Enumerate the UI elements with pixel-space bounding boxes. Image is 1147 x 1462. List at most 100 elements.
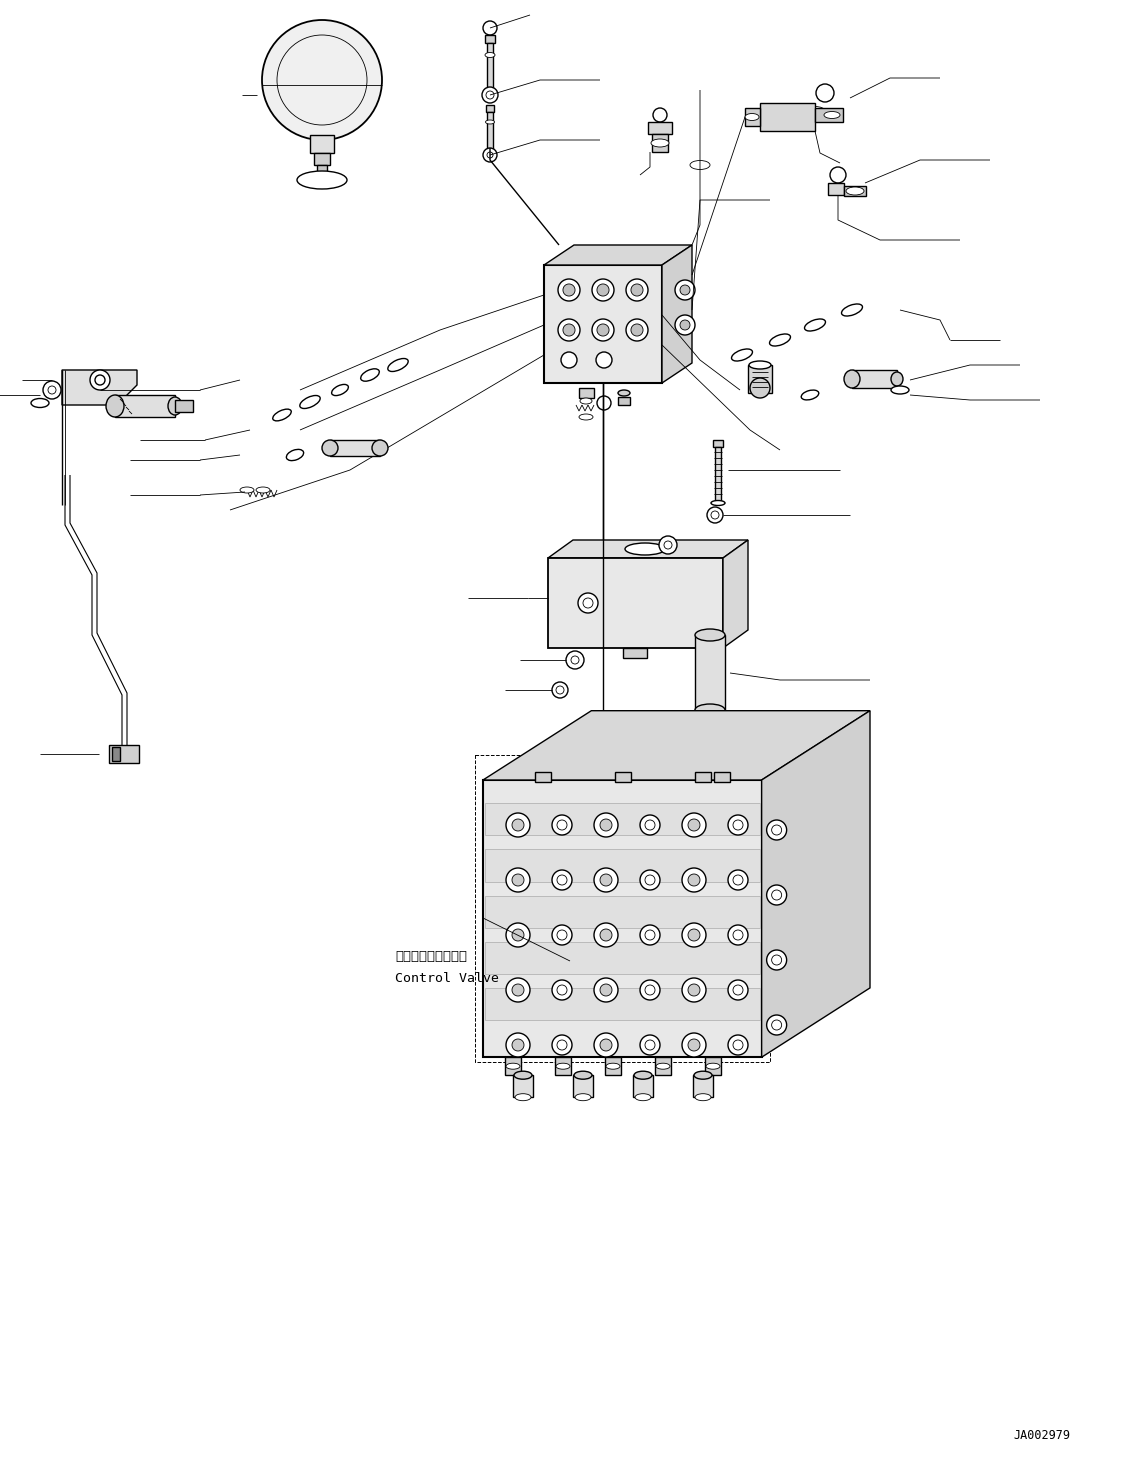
Ellipse shape bbox=[746, 114, 759, 120]
Circle shape bbox=[816, 83, 834, 102]
Polygon shape bbox=[544, 246, 692, 265]
Ellipse shape bbox=[574, 1072, 592, 1079]
Circle shape bbox=[552, 925, 572, 944]
Ellipse shape bbox=[360, 368, 380, 382]
Ellipse shape bbox=[372, 440, 388, 456]
Ellipse shape bbox=[485, 53, 496, 57]
Circle shape bbox=[600, 984, 612, 996]
Circle shape bbox=[733, 874, 743, 885]
Ellipse shape bbox=[556, 1063, 570, 1069]
Circle shape bbox=[733, 985, 743, 996]
Circle shape bbox=[682, 978, 707, 1001]
Circle shape bbox=[645, 930, 655, 940]
Ellipse shape bbox=[707, 1063, 720, 1069]
Circle shape bbox=[557, 319, 580, 341]
Circle shape bbox=[506, 1034, 530, 1057]
Ellipse shape bbox=[167, 398, 182, 415]
Circle shape bbox=[552, 980, 572, 1000]
Bar bbox=[655, 1057, 671, 1075]
Circle shape bbox=[594, 813, 618, 838]
Bar bbox=[485, 942, 759, 974]
Circle shape bbox=[487, 152, 493, 158]
Ellipse shape bbox=[388, 358, 408, 371]
Circle shape bbox=[565, 651, 584, 670]
Circle shape bbox=[674, 281, 695, 300]
Bar bbox=[544, 265, 662, 383]
Ellipse shape bbox=[824, 111, 840, 118]
Bar bbox=[693, 1075, 713, 1096]
Bar bbox=[330, 440, 380, 456]
Circle shape bbox=[512, 1039, 524, 1051]
Ellipse shape bbox=[485, 120, 494, 124]
Circle shape bbox=[728, 980, 748, 1000]
Circle shape bbox=[645, 820, 655, 830]
Ellipse shape bbox=[515, 1094, 531, 1101]
Polygon shape bbox=[483, 781, 762, 1057]
Ellipse shape bbox=[656, 1063, 670, 1069]
Circle shape bbox=[506, 868, 530, 892]
Bar bbox=[486, 105, 494, 113]
Ellipse shape bbox=[514, 1072, 532, 1079]
Bar bbox=[555, 1057, 571, 1075]
Ellipse shape bbox=[846, 187, 864, 194]
Ellipse shape bbox=[618, 390, 630, 396]
Circle shape bbox=[640, 870, 660, 890]
Ellipse shape bbox=[805, 107, 825, 115]
Circle shape bbox=[733, 1039, 743, 1050]
Polygon shape bbox=[548, 539, 748, 558]
Bar bbox=[844, 186, 866, 196]
Circle shape bbox=[557, 930, 567, 940]
Bar bbox=[317, 165, 327, 173]
Bar bbox=[485, 849, 759, 882]
Circle shape bbox=[766, 885, 787, 905]
Bar bbox=[574, 1075, 593, 1096]
Ellipse shape bbox=[891, 371, 903, 386]
Circle shape bbox=[645, 985, 655, 996]
Bar bbox=[485, 803, 759, 835]
Ellipse shape bbox=[695, 629, 725, 640]
Circle shape bbox=[688, 819, 700, 830]
Bar bbox=[816, 108, 843, 121]
Bar bbox=[648, 121, 672, 135]
Ellipse shape bbox=[749, 361, 771, 368]
Circle shape bbox=[483, 148, 497, 162]
Circle shape bbox=[506, 923, 530, 947]
Circle shape bbox=[680, 285, 690, 295]
Ellipse shape bbox=[695, 1094, 711, 1101]
Bar bbox=[618, 398, 630, 405]
Circle shape bbox=[583, 598, 593, 608]
Circle shape bbox=[557, 820, 567, 830]
Ellipse shape bbox=[634, 1072, 651, 1079]
Bar bbox=[633, 1075, 653, 1096]
Circle shape bbox=[772, 890, 781, 901]
Bar bbox=[505, 1057, 521, 1075]
Bar bbox=[615, 772, 631, 782]
Circle shape bbox=[506, 813, 530, 838]
Circle shape bbox=[728, 814, 748, 835]
Bar bbox=[748, 366, 772, 393]
Circle shape bbox=[688, 984, 700, 996]
Circle shape bbox=[42, 382, 61, 399]
Bar bbox=[715, 447, 721, 501]
Ellipse shape bbox=[844, 370, 860, 387]
Circle shape bbox=[640, 814, 660, 835]
Ellipse shape bbox=[694, 1072, 712, 1079]
Ellipse shape bbox=[695, 705, 725, 716]
Ellipse shape bbox=[322, 440, 338, 456]
Ellipse shape bbox=[690, 161, 710, 170]
Circle shape bbox=[728, 870, 748, 890]
Circle shape bbox=[772, 1020, 781, 1031]
Circle shape bbox=[594, 923, 618, 947]
Ellipse shape bbox=[651, 139, 669, 148]
Circle shape bbox=[711, 512, 719, 519]
Bar bbox=[713, 440, 723, 447]
Circle shape bbox=[506, 978, 530, 1001]
Bar bbox=[579, 387, 594, 398]
Bar bbox=[115, 395, 175, 417]
Circle shape bbox=[512, 984, 524, 996]
Bar bbox=[604, 1057, 621, 1075]
Circle shape bbox=[563, 325, 575, 336]
Circle shape bbox=[707, 507, 723, 523]
Ellipse shape bbox=[506, 1063, 520, 1069]
Circle shape bbox=[561, 352, 577, 368]
